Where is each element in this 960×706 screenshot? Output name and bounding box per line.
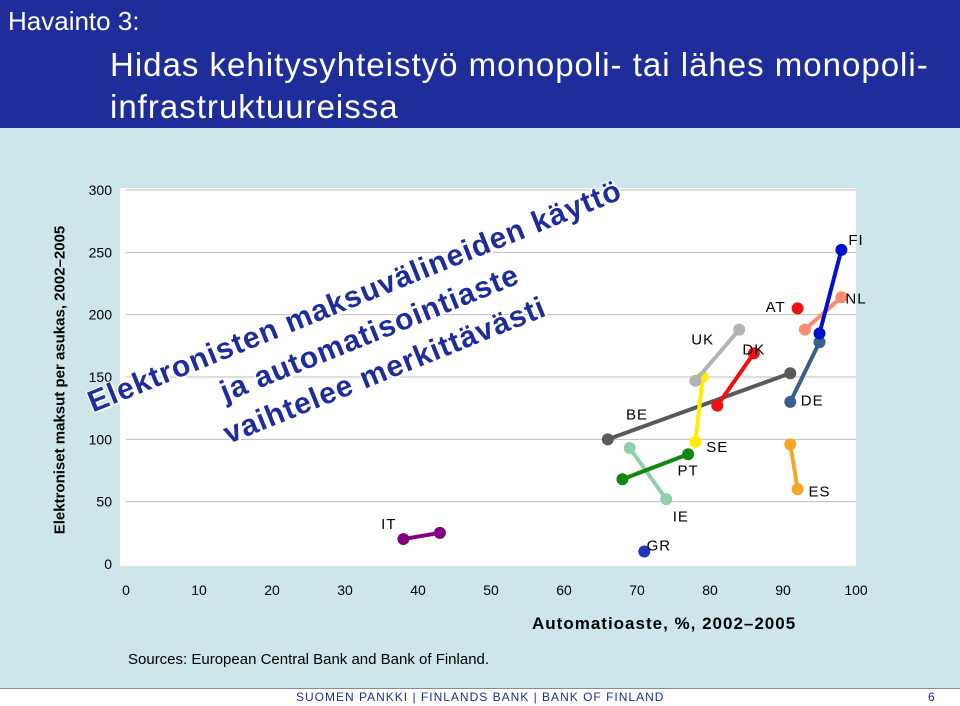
data-label-it: IT [381, 516, 396, 533]
slide-kicker: Havainto 3: [8, 6, 140, 36]
data-point-nl [798, 323, 811, 336]
x-tick-label: 50 [483, 582, 499, 598]
footer-text: SUOMEN PANKKI | FINLANDS BANK | BANK OF … [296, 690, 665, 704]
axis-layer: 0 50 100 150 200 250 300 0 10 20 30 40 50 60 70 80 90 100 [89, 182, 868, 598]
x-tick-label: 70 [629, 582, 645, 598]
data-label-dk: DK [742, 342, 765, 359]
y-tick-label: 300 [89, 182, 113, 198]
footer-bar: SUOMEN PANKKI | FINLANDS BANK | BANK OF … [0, 688, 960, 706]
series-line-es [788, 442, 800, 492]
x-tick-label: 40 [410, 582, 426, 598]
grid-layer [126, 189, 856, 503]
data-point-pt [616, 473, 629, 486]
x-tick-label: 0 [122, 582, 130, 598]
data-label-nl: NL [845, 290, 866, 307]
series-line-de [788, 340, 822, 404]
data-point-ie [623, 442, 636, 455]
data-point-it [397, 533, 410, 546]
series-line-fi [817, 247, 844, 336]
data-label-at: AT [766, 299, 786, 316]
data-label-be: BE [626, 406, 648, 423]
x-tick-label: 10 [191, 582, 207, 598]
data-point-gr [638, 545, 651, 558]
page-number: 6 [928, 690, 935, 704]
data-point-fi [813, 327, 826, 340]
data-point-be [601, 433, 614, 446]
x-axis-title: Automatioaste, %, 2002–2005 [532, 614, 797, 633]
series-line-dk [715, 351, 756, 408]
data-point-fi [835, 243, 848, 256]
slide-title: Hidas kehitysyhteistyö monopoli- tai läh… [110, 46, 929, 125]
x-tick-label: 30 [337, 582, 353, 598]
data-label-uk: UK [691, 332, 714, 349]
data-label-fi: FI [848, 232, 863, 249]
data-point-dk [747, 347, 760, 360]
data-point-at [791, 302, 804, 315]
data-label-de: DE [801, 393, 824, 410]
y-tick-label: 100 [89, 431, 113, 447]
series-line-pt [620, 452, 691, 482]
data-label-se: SE [706, 439, 728, 456]
data-point-de [813, 336, 826, 349]
data-point-pt [682, 448, 695, 461]
data-point-uk [733, 323, 746, 336]
data-point-es [784, 438, 797, 451]
data-point-se [689, 435, 702, 448]
slide-header: Havainto 3: Hidas kehitysyhteistyö monop… [0, 0, 960, 128]
y-tick-label: 200 [89, 307, 113, 323]
data-label-ie: IE [673, 509, 689, 526]
source-note: Sources: European Central Bank and Bank … [128, 651, 490, 668]
y-tick-label: 50 [96, 494, 112, 510]
series-line-it [401, 530, 442, 542]
x-tick-label: 60 [556, 582, 572, 598]
data-point-es [791, 483, 804, 496]
y-tick-label: 150 [89, 369, 113, 385]
data-point-nl [835, 291, 848, 304]
series-line-uk [693, 327, 742, 383]
y-tick-label: 0 [104, 556, 112, 572]
data-label-es: ES [808, 484, 830, 501]
series-layer [397, 243, 848, 558]
data-label-pt: PT [678, 463, 699, 480]
data-point-be [784, 367, 797, 380]
y-tick-label: 250 [89, 244, 113, 260]
x-tick-label: 80 [702, 582, 718, 598]
data-label-gr: GR [647, 537, 672, 554]
series-line-ie [627, 446, 669, 502]
data-point-it [433, 526, 446, 539]
data-point-de [784, 395, 797, 408]
series-line-se [693, 375, 705, 444]
data-point-uk [689, 374, 702, 387]
x-tick-label: 100 [844, 582, 868, 598]
data-point-dk [711, 399, 724, 412]
x-tick-label: 90 [775, 582, 791, 598]
x-tick-label: 20 [264, 582, 280, 598]
y-axis-title: Elektroniset maksut per asukas, 2002–200… [51, 225, 69, 535]
data-point-ie [660, 493, 673, 506]
